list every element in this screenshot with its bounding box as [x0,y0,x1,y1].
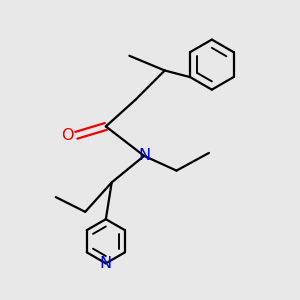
Text: O: O [61,128,74,143]
Text: N: N [138,148,150,164]
Text: N: N [100,256,112,271]
